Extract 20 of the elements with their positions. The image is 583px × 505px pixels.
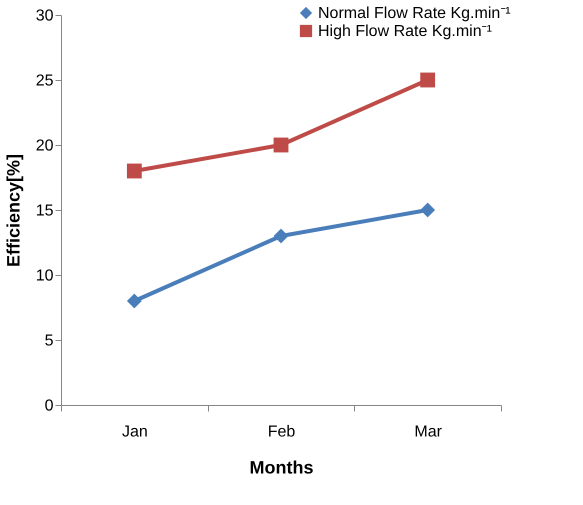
- point: [126, 294, 142, 308]
- y-tick-label: 5: [44, 332, 54, 350]
- legend-label: Normal Flow Rate Kg.min⁻¹: [318, 5, 511, 22]
- y-tick-label: 20: [36, 138, 54, 154]
- y-tick-label: 30: [36, 8, 54, 24]
- y-tick-label: 15: [36, 202, 54, 220]
- point: [126, 164, 142, 178]
- y-tick-label: 10: [36, 268, 54, 284]
- point: [420, 72, 436, 88]
- y-tick-label: 0: [44, 398, 54, 414]
- y-axis-title: Efficiency[%]: [4, 154, 24, 268]
- x-tick-label: Mar: [414, 424, 443, 440]
- legend-label: High Flow Rate Kg.min⁻¹: [318, 23, 492, 40]
- point: [420, 202, 436, 218]
- x-tick-label: Feb: [268, 424, 296, 440]
- point: [274, 138, 288, 152]
- x-tick-label: Jan: [122, 424, 148, 440]
- point: [274, 228, 288, 244]
- y-tick-label: 25: [36, 72, 54, 90]
- x-axis-title: Months: [250, 458, 314, 478]
